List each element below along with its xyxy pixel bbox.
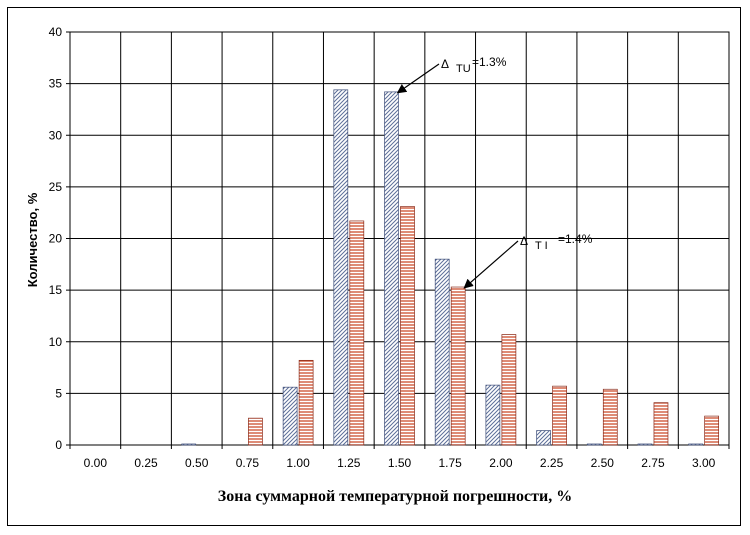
y-tick-labels: 0 5 10 15 20 25 30 35 40: [49, 25, 63, 452]
bar-series-2-2.75: [653, 402, 669, 446]
bar-series-2-1.00: [298, 359, 314, 446]
bar-series-2-3.00: [704, 415, 720, 446]
annotation-subscript: TU: [456, 63, 471, 75]
annotation-arrow: [396, 63, 440, 94]
bar-series-1-0.50: [181, 443, 197, 446]
y-tick-label: 10: [49, 335, 63, 349]
y-tick-label: 40: [49, 25, 63, 39]
x-tick-label: 0.50: [185, 456, 209, 470]
x-tick-label: 1.75: [439, 456, 463, 470]
bar-series-2-2.00: [501, 334, 517, 446]
bar-series-1-2.75: [637, 443, 653, 446]
y-tick-label: 20: [49, 232, 63, 246]
annotation-2: Δ T I =1.4%: [463, 232, 593, 289]
bar-series-2-2.50: [602, 388, 618, 446]
x-tick-labels: 0.00 0.25 0.50 0.75 1.00 1.25 1.50 1.75 2.00 2.25…: [84, 456, 716, 470]
bar-series-1-1.50: [384, 91, 399, 446]
x-tick-label: 2.75: [641, 456, 665, 470]
y-tick-label: 15: [49, 283, 63, 297]
y-tick-label: 25: [49, 180, 63, 194]
bar-series-1-3.00: [688, 443, 704, 446]
bars: [181, 89, 720, 446]
annotation-symbol: Δ: [441, 57, 449, 71]
x-tick-label: 1.50: [388, 456, 412, 470]
y-tick-label: 0: [55, 438, 62, 452]
bar-series-2-2.25: [552, 385, 567, 446]
x-tick-label: 0.00: [84, 456, 108, 470]
bar-series-1-1.00: [282, 386, 298, 446]
x-tick-label: 1.00: [286, 456, 310, 470]
y-tick-label: 30: [49, 128, 63, 142]
bar-series-1-2.25: [536, 430, 551, 446]
annotation-text: =1.3%: [472, 55, 507, 69]
x-tick-label: 2.25: [540, 456, 564, 470]
bar-series-1-1.75: [434, 258, 450, 446]
bar-series-2-0.75: [248, 417, 263, 446]
bar-series-2-1.50: [400, 206, 415, 446]
bar-series-2-1.75: [450, 286, 466, 446]
y-tick-label: 35: [49, 77, 63, 91]
annotation-text: =1.4%: [558, 232, 593, 246]
annotation-symbol: Δ: [520, 234, 528, 248]
y-tick-label: 5: [55, 386, 62, 400]
x-tick-label: 3.00: [692, 456, 716, 470]
annotations: Δ TU =1.3% Δ T I =1.4%: [396, 55, 593, 289]
bar-series-1-2.00: [485, 384, 501, 446]
grid: [66, 31, 730, 449]
annotation-subscript: T I: [535, 240, 548, 252]
x-tick-label: 1.25: [337, 456, 361, 470]
x-axis-label: Зона суммарной температурной погрешности…: [218, 488, 572, 505]
y-axis-label: Количество, %: [25, 192, 40, 287]
bar-series-1-1.25: [333, 89, 349, 446]
x-tick-label: 0.75: [236, 456, 260, 470]
annotation-arrow: [463, 240, 519, 289]
x-tick-label: 2.00: [489, 456, 513, 470]
x-tick-label: 0.25: [134, 456, 158, 470]
bar-series-1-2.50: [586, 443, 602, 446]
bar-series-2-1.25: [349, 220, 365, 446]
annotation-1: Δ TU =1.3%: [396, 55, 507, 94]
x-tick-label: 2.50: [591, 456, 615, 470]
